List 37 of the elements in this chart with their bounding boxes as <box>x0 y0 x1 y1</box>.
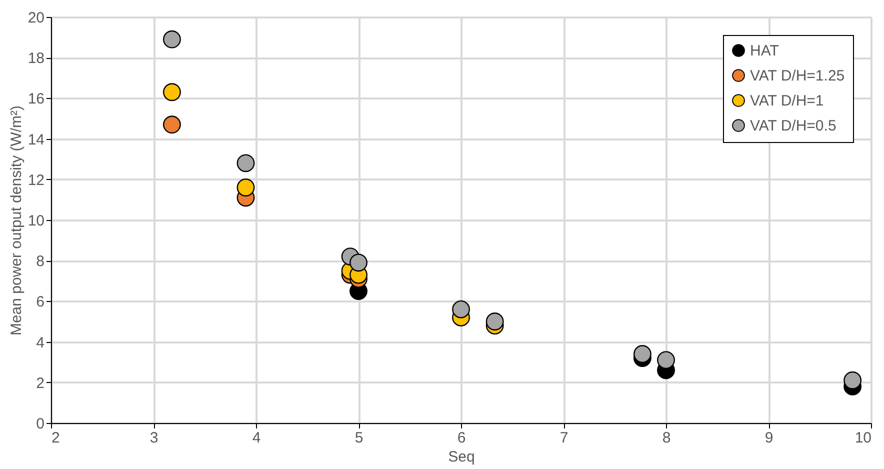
x-tick-label: 3 <box>150 430 158 446</box>
y-tick-label: 16 <box>28 90 44 108</box>
y-tick-label: 20 <box>28 10 44 26</box>
y-tick-label: 6 <box>36 294 44 311</box>
legend-label: VAT D/H=1 <box>750 92 824 110</box>
legend-label: VAT D/H=0.5 <box>750 118 836 134</box>
x-axis-title: Seq <box>448 448 475 466</box>
y-tick-label: 18 <box>28 50 44 68</box>
point <box>162 83 181 102</box>
legend-label: VAT D/H=1.25 <box>750 68 845 84</box>
y-axis-title: Mean power output density (W/m²) <box>8 105 25 336</box>
y-tick-label: 14 <box>28 131 44 148</box>
x-tick-label: 7 <box>560 430 568 446</box>
point <box>844 371 862 390</box>
y-tick-label: 12 <box>28 172 44 189</box>
point <box>452 300 470 318</box>
y-tick-label: 8 <box>36 253 44 270</box>
point <box>162 30 181 48</box>
point <box>350 254 368 272</box>
x-tick-label: 9 <box>764 430 774 446</box>
y-tick-label: 4 <box>36 334 44 352</box>
point <box>486 312 504 330</box>
point <box>162 116 181 134</box>
legend-label: HAT <box>750 42 779 60</box>
x-tick-label: 4 <box>252 430 261 446</box>
x-tick-label: 8 <box>662 430 671 446</box>
point <box>657 351 675 370</box>
y-tick-label: 2 <box>36 374 44 392</box>
x-tick-label: 6 <box>457 430 466 446</box>
point <box>633 345 652 363</box>
point <box>236 154 255 172</box>
y-tick-label: 0 <box>36 416 44 432</box>
point <box>236 178 255 196</box>
x-tick-label: 5 <box>354 430 364 446</box>
x-tick-label: 10 <box>854 430 872 446</box>
y-tick-label: 10 <box>28 212 44 230</box>
x-tick-label: 2 <box>52 430 60 446</box>
